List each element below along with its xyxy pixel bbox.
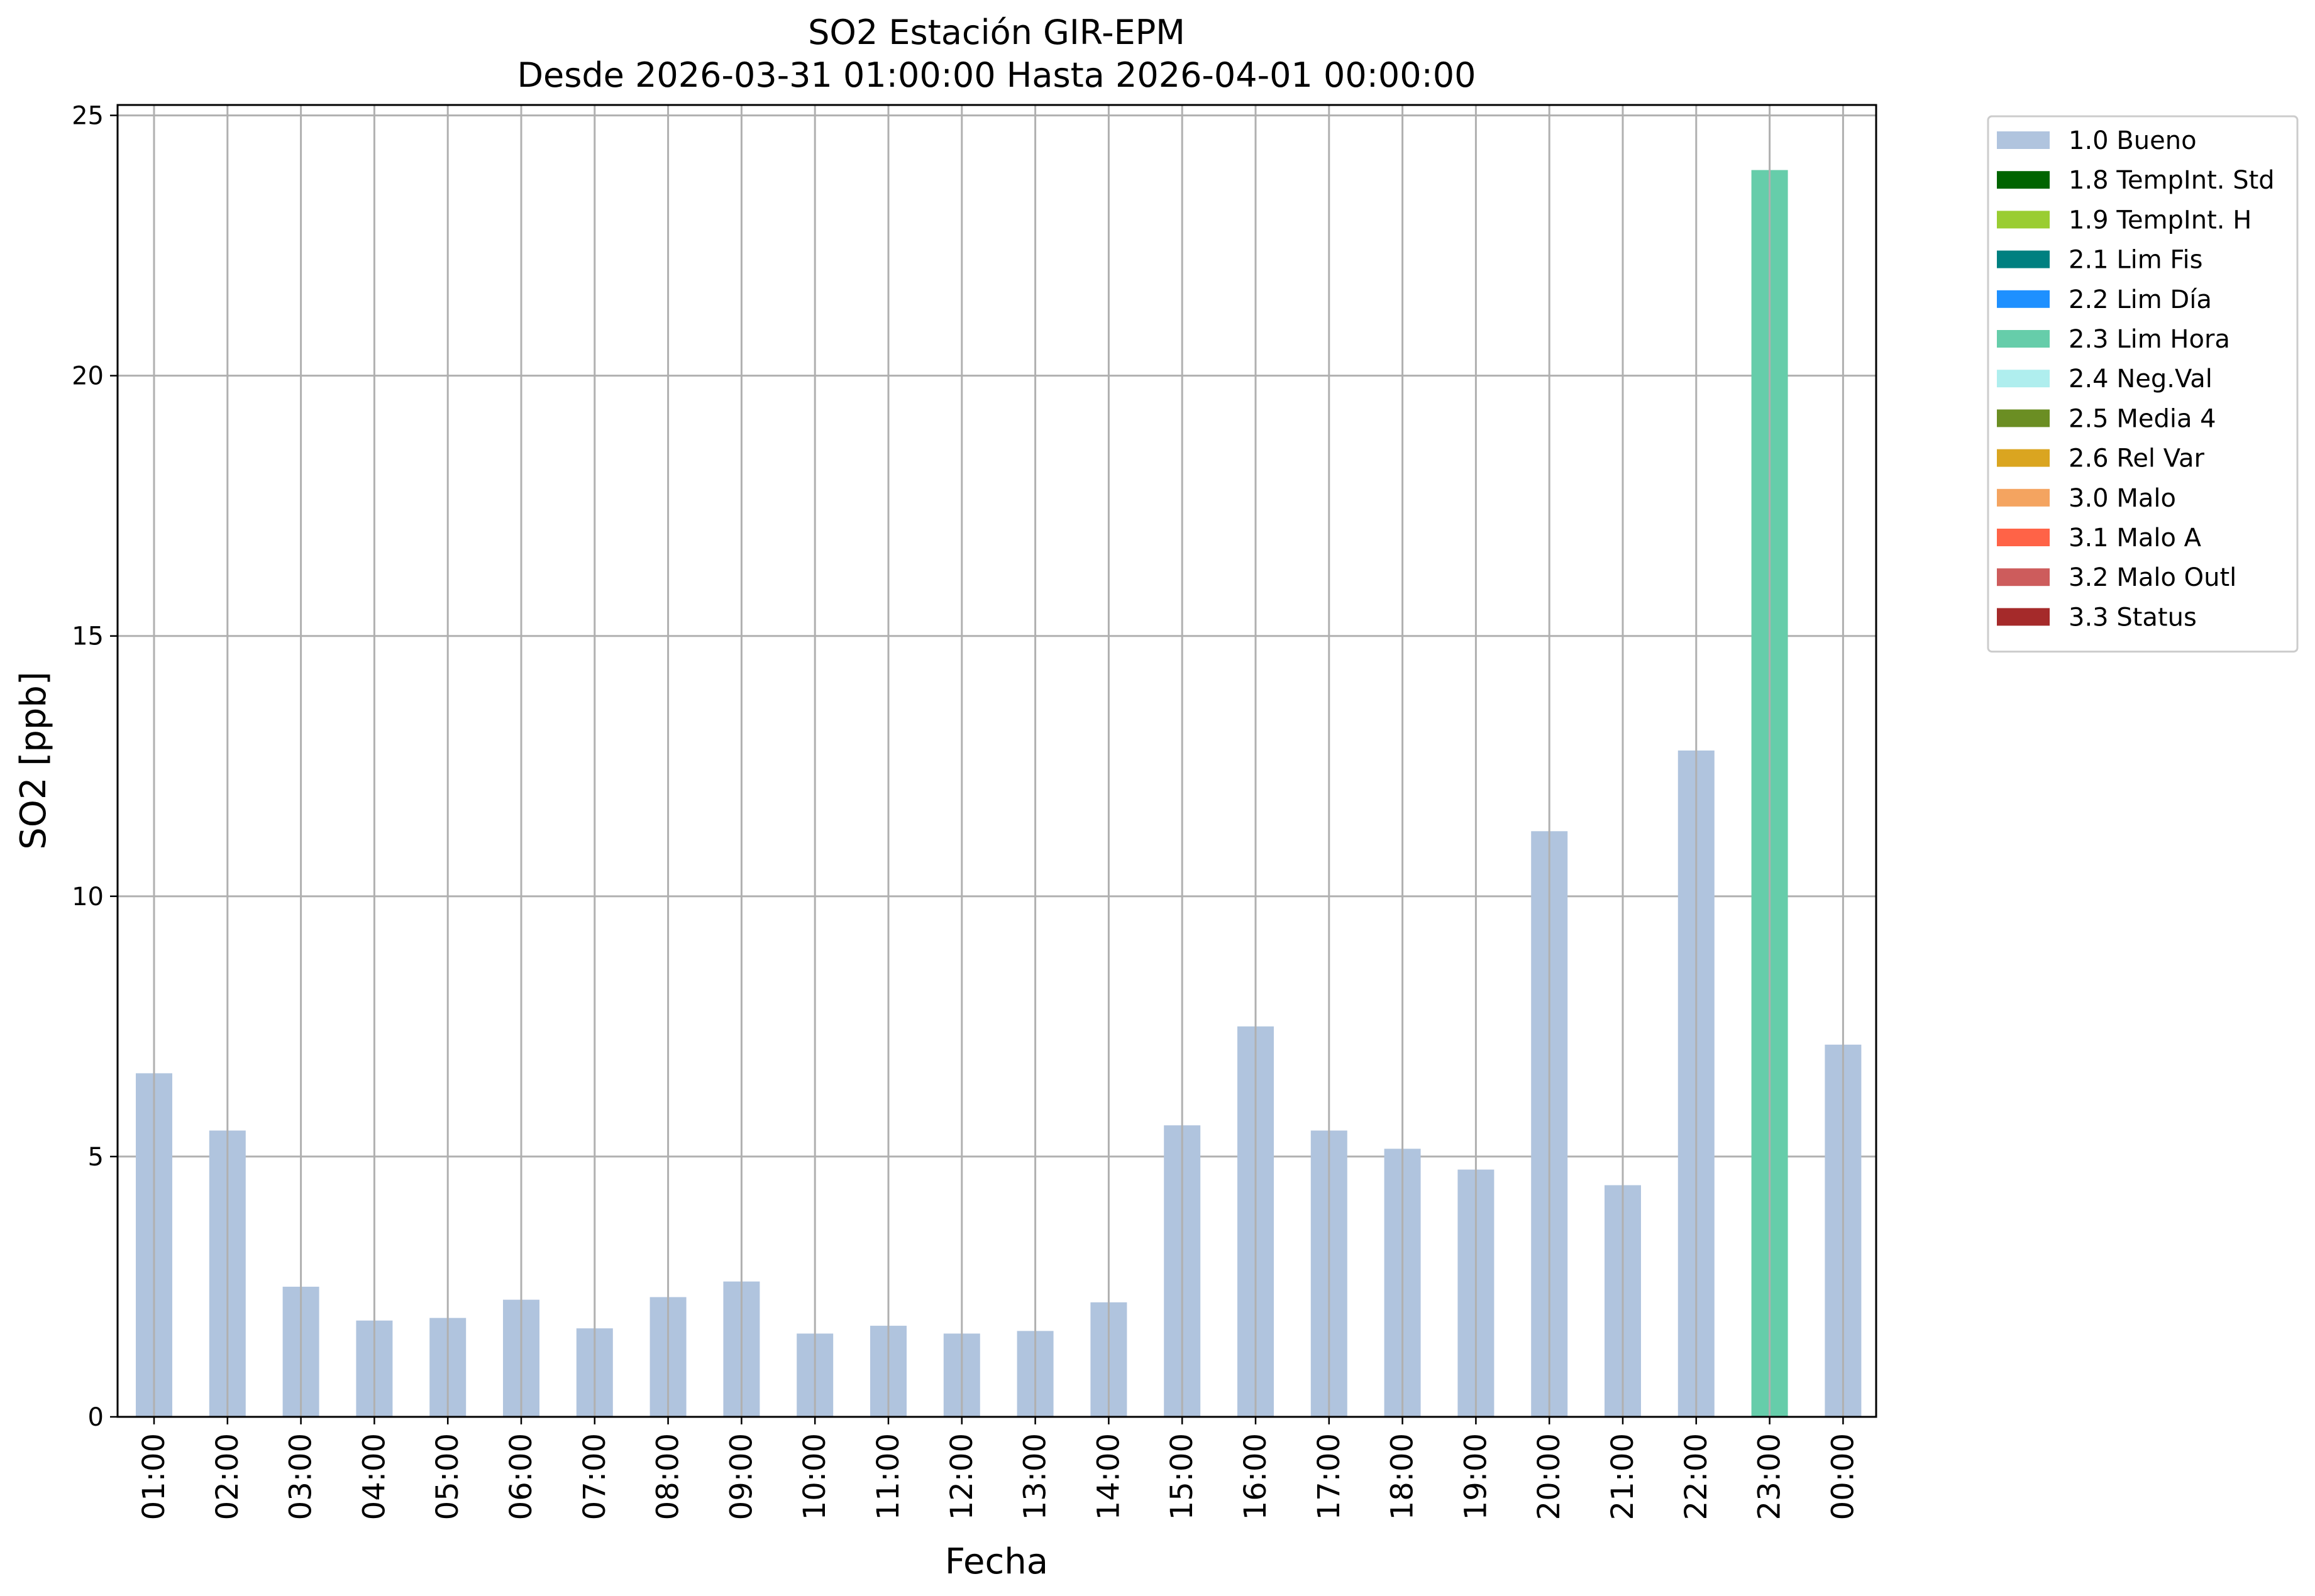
legend: 1.0 Bueno 1.8 TempInt. Std 1.9 TempInt. H 2… [1987, 115, 2299, 653]
legend-entry-label: 2.3 Lim Hora [2069, 325, 2230, 354]
y-tick-label: 25 [72, 102, 104, 131]
x-tick-label: 02:00 [210, 1433, 245, 1520]
x-tick-label: 08:00 [651, 1433, 686, 1520]
chart-title: SO2 Estación GIR-EPM [808, 13, 1185, 52]
legend-entry-label: 3.2 Malo Outl [2069, 563, 2236, 592]
y-axis-label: SO2 [ppb] [13, 671, 54, 849]
legend-swatch [1997, 529, 2050, 546]
legend-entry-label: 3.0 Malo [2069, 484, 2176, 513]
y-tick-label: 5 [88, 1143, 104, 1172]
x-tick-label: 04:00 [356, 1433, 392, 1520]
legend-swatch [1997, 250, 2050, 268]
x-tick-label: 21:00 [1605, 1433, 1640, 1520]
legend-swatch [1997, 568, 2050, 586]
legend-swatch [1997, 290, 2050, 308]
x-tick-label: 01:00 [136, 1433, 172, 1520]
x-tick-label: 00:00 [1825, 1433, 1860, 1520]
legend-swatch [1997, 449, 2050, 467]
legend-swatch [1997, 211, 2050, 229]
x-tick-label: 15:00 [1164, 1433, 1200, 1520]
legend-entry-label: 2.4 Neg.Val [2069, 365, 2213, 393]
x-tick-label: 06:00 [504, 1433, 539, 1520]
legend-entry-label: 1.0 Bueno [2069, 126, 2197, 155]
legend-swatch [1997, 370, 2050, 388]
x-tick-label: 07:00 [577, 1433, 612, 1520]
legend-entry-label: 3.3 Status [2069, 603, 2197, 632]
x-tick-label: 09:00 [724, 1433, 759, 1520]
plot-frame [116, 104, 1877, 1418]
legend-entry-label: 1.9 TempInt. H [2069, 206, 2251, 234]
axis-layer: 0 5 10 15 20 25 01:00 02:00 03:00 04:00 05:00 06:00… [72, 102, 1860, 1521]
legend-entry-label: 3.1 Malo A [2069, 524, 2202, 553]
legend-swatch [1997, 409, 2050, 427]
x-tick-label: 11:00 [871, 1433, 906, 1520]
y-tick-label: 15 [72, 622, 104, 651]
x-tick-label: 05:00 [430, 1433, 465, 1520]
legend-swatch [1997, 131, 2050, 149]
chart-subtitle: Desde 2026-03-31 01:00:00 Hasta 2026-04-… [517, 55, 1476, 95]
legend-entry-label: 2.2 Lim Día [2069, 285, 2212, 314]
x-tick-label: 10:00 [797, 1433, 832, 1520]
legend-frame [1987, 115, 2299, 653]
x-tick-label: 03:00 [284, 1433, 319, 1520]
y-tick-label: 20 [72, 362, 104, 391]
x-tick-label: 17:00 [1312, 1433, 1347, 1520]
x-tick-label: 22:00 [1679, 1433, 1714, 1520]
x-tick-label: 14:00 [1091, 1433, 1126, 1520]
legend-swatch [1997, 488, 2050, 507]
legend-swatch [1997, 608, 2050, 626]
x-tick-label: 16:00 [1238, 1433, 1273, 1520]
legend-swatch [1997, 171, 2050, 189]
x-axis-label: Fecha [945, 1541, 1048, 1582]
legend-swatch [1997, 330, 2050, 348]
legend-entry-label: 2.6 Rel Var [2069, 444, 2205, 473]
bar-layer [136, 170, 1862, 1417]
x-tick-label: 20:00 [1532, 1433, 1567, 1520]
legend-entry-label: 1.8 TempInt. Std [2069, 166, 2275, 195]
legend-entry-label: 2.1 Lim Fis [2069, 246, 2202, 275]
x-tick-label: 18:00 [1385, 1433, 1420, 1520]
y-tick-label: 10 [72, 883, 104, 911]
x-tick-label: 23:00 [1752, 1433, 1787, 1520]
y-tick-label: 0 [88, 1403, 104, 1432]
x-tick-label: 12:00 [944, 1433, 980, 1520]
x-tick-label: 13:00 [1018, 1433, 1053, 1520]
legend-entry-label: 2.5 Media 4 [2069, 404, 2216, 433]
x-tick-label: 19:00 [1458, 1433, 1493, 1520]
